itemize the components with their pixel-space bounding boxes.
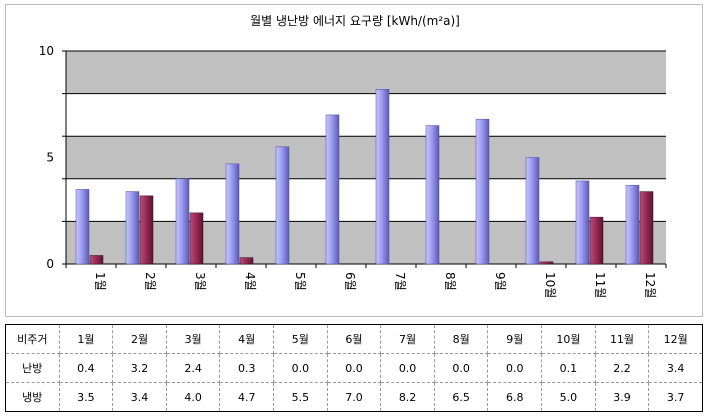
plot-background [66,51,666,264]
table-month-header: 10월 [541,324,596,354]
table-header-row: 비주거 1월 2월 3월 4월 5월 6월 7월 8월 9월 10월 11월 12월 [5,324,703,354]
x-category-label: 2월 [143,272,157,291]
axes [62,50,667,268]
chart-svg: 월별 냉난방 에너지 요구량 [kWh/(m²a)] 0 5 10 1월 2월 3월 4월… [39,14,667,298]
table-cell: 8.2 [380,382,435,412]
x-category-label: 1월 [93,272,107,291]
x-category-label: 8월 [443,272,457,291]
bar-cooling [225,163,240,265]
table-cell: 3.4 [112,382,167,412]
x-category-label: 9월 [493,272,507,291]
table-cell: 3.9 [594,382,650,412]
table-month-header: 6월 [326,324,382,354]
x-category-label: 6월 [343,272,357,291]
table-row: 냉방 3.5 3.4 4.0 4.7 5.5 7.0 8.2 6.5 6.8 5.0 3.9 3.7 [5,382,703,412]
bar-cooling [375,89,390,265]
table-cell: 3.2 [112,353,167,383]
bar-cooling [525,157,540,265]
x-category-label: 12월 [643,272,657,298]
plot-band [66,93,666,137]
bar-heating [139,195,154,265]
x-category-label: 10월 [543,272,557,298]
bar-cooling [75,189,90,265]
table-cell: 0.0 [326,353,382,383]
table-row: 난방 0.4 3.2 2.4 0.3 0.0 0.0 0.0 0.0 0.0 0.1 2.2 3.4 [5,353,703,383]
table-cell: 2.4 [165,353,221,383]
data-table-body: 비주거 1월 2월 3월 4월 5월 6월 7월 8월 9월 10월 11월 12월 난방 0.4 3.2 2.… [5,324,703,412]
chart-title: 월별 냉난방 에너지 요구량 [kWh/(m²a)] [250,14,460,28]
bars [75,89,654,265]
bar-cooling [175,178,190,265]
bar-heating [639,191,654,265]
table-cell: 2.2 [594,353,650,383]
table-month-header: 2월 [112,324,167,354]
x-category-label: 7월 [393,272,407,291]
table-cell: 0.3 [219,353,275,383]
table-cell: 7.0 [326,382,382,412]
table-cell: 4.0 [165,382,221,412]
x-category-label: 4월 [243,272,257,291]
category-labels: 1월 2월 3월 4월 5월 6월 7월 8월 9월 10월 11월 12월 [93,272,657,298]
table-month-header: 12월 [648,324,703,354]
table-cell: 5.0 [541,382,596,412]
bar-cooling [575,180,590,265]
table-cell: 0.0 [273,353,328,383]
bar-cooling [325,114,340,265]
bar-heating [189,212,204,265]
table-cell: 0.1 [541,353,596,383]
table-month-header: 3월 [165,324,221,354]
table-cell: 4.7 [219,382,275,412]
table-cell: 5.5 [273,382,328,412]
table-cell: 6.5 [433,382,489,412]
table-row-label: 냉방 [5,382,60,412]
table-corner-label: 비주거 [5,324,60,354]
table-month-header: 7월 [380,324,435,354]
x-category-label: 3월 [193,272,207,291]
table-cell: 0.4 [58,353,114,383]
data-table: 비주거 1월 2월 3월 4월 5월 6월 7월 8월 9월 10월 11월 12월 난방 0.4 3.2 2.… [5,324,703,412]
y-tick-label: 5 [46,151,54,165]
bar-heating [539,261,554,265]
table-month-header: 5월 [273,324,328,354]
bar-heating [589,216,604,265]
table-cell: 3.4 [648,353,703,383]
plot-band [66,136,666,179]
table-cell: 0.0 [380,353,435,383]
x-category-label: 5월 [293,272,307,291]
table-row-label: 난방 [5,353,60,383]
x-category-label: 11월 [593,272,607,298]
table-cell: 6.8 [487,382,543,412]
table-cell: 0.0 [433,353,489,383]
table-cell: 3.5 [58,382,114,412]
table-month-header: 9월 [487,324,543,354]
bar-cooling [475,118,490,265]
table-month-header: 4월 [219,324,275,354]
plot-band [66,221,666,264]
bar-cooling [425,125,440,265]
bar-heating [89,255,104,265]
y-tick-label: 10 [39,44,54,58]
table-cell: 3.7 [648,382,703,412]
y-tick-label: 0 [46,257,54,271]
table-cell: 0.0 [487,353,543,383]
bar-cooling [625,184,640,265]
bar-heating [239,257,254,265]
bar-cooling [275,146,290,265]
plot-band [66,51,666,94]
y-tick-labels: 0 5 10 [39,44,54,271]
table-month-header: 8월 [433,324,489,354]
bar-cooling [125,191,140,265]
chart-frame: 월별 냉난방 에너지 요구량 [kWh/(m²a)] 0 5 10 1월 2월 3월 4월… [5,4,703,317]
plot-band [66,178,666,222]
table-month-header: 1월 [58,324,114,354]
table-month-header: 11월 [594,324,650,354]
